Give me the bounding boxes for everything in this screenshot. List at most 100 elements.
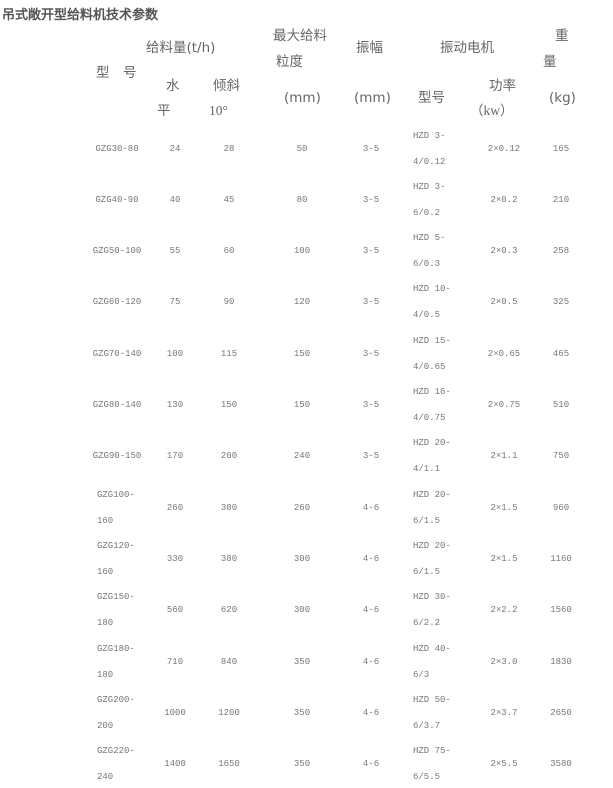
cell-amp: 4-6 <box>362 605 380 616</box>
header-motor-power: 功率 <box>489 78 516 94</box>
cell-i: 90 <box>223 297 235 308</box>
table-row: GZG200-200 1000 1200 350 4-6 HZD 50-6/3.7 2×3.… <box>0 687 613 738</box>
cell-motor: HZD 10-4/0.5 <box>413 284 451 321</box>
cell-power: 2×3.7 <box>490 707 518 718</box>
cell-h: 40 <box>169 194 181 205</box>
table-row: GZG220-240 1400 1650 350 4-6 HZD 75-6/5.5 2×5.… <box>0 739 613 788</box>
header-motor: 振动电机 <box>440 40 494 56</box>
table-row: GZG150-180 560 620 300 4-6 HZD 30-6/2.2 2×2.2 1… <box>0 585 613 636</box>
cell-motor: HZD 20-6/1.5 <box>413 540 451 577</box>
table-row: GZG30-80 24 28 50 3-5 HZD 3-4/0.12 2×0.12 165 <box>0 123 613 174</box>
cell-size: 120 <box>293 297 311 308</box>
cell-weight: 165 <box>552 143 570 154</box>
cell-model: GZG180-180 <box>97 643 135 680</box>
cell-size: 260 <box>293 502 311 513</box>
cell-weight: 1560 <box>550 605 572 616</box>
cell-size: 150 <box>293 348 311 359</box>
cell-weight: 1830 <box>550 656 572 667</box>
cell-power: 2×1.5 <box>490 553 518 564</box>
cell-model: GZG50-100 <box>92 246 142 257</box>
table-row: GZG90-150 170 200 240 3-5 HZD 20-4/1.1 2×1.1 75… <box>0 431 613 482</box>
cell-i: 28 <box>223 143 235 154</box>
cell-h: 100 <box>166 348 184 359</box>
header-horizontal-1: 水 <box>166 78 180 94</box>
header-motor-model: 型号 <box>418 90 445 106</box>
header-amplitude: 振幅 <box>356 40 383 56</box>
cell-weight: 510 <box>552 400 570 410</box>
table-row: GZG100-160 260 300 260 4-6 HZD 20-6/1.5 2×1.5 9… <box>0 482 613 533</box>
cell-motor: HZD 16-4/0.75 <box>413 387 451 423</box>
cell-amp: 3-5 <box>362 246 380 257</box>
cell-power: 2×0.75 <box>487 400 521 410</box>
cell-model: GZG90-150 <box>92 451 142 462</box>
header-amplitude-unit: (mm) <box>354 90 391 106</box>
cell-h: 24 <box>169 143 181 154</box>
header-max-size-unit: (mm) <box>284 90 321 106</box>
cell-weight: 258 <box>552 246 570 257</box>
cell-h: 710 <box>166 656 184 667</box>
cell-motor: HZD 30-6/2.2 <box>413 592 451 629</box>
cell-motor: HZD 3-4/0.12 <box>413 130 446 167</box>
cell-size: 80 <box>296 194 308 205</box>
cell-size: 350 <box>293 759 311 770</box>
cell-model: GZG200-200 <box>97 694 135 731</box>
cell-motor: HZD 5-6/0.3 <box>413 233 446 270</box>
cell-h: 1400 <box>164 759 186 770</box>
cell-amp: 3-5 <box>362 143 380 154</box>
cell-weight: 2650 <box>550 707 572 718</box>
cell-weight: 750 <box>552 451 570 462</box>
cell-h: 75 <box>169 297 181 308</box>
cell-model: GZG40-90 <box>95 194 139 205</box>
cell-size: 50 <box>296 143 308 154</box>
table-row: GZG70-140 100 115 150 3-5 HZD 15-4/0.65 2×0.65… <box>0 328 613 379</box>
cell-model: GZG30-80 <box>95 143 139 154</box>
cell-size: 350 <box>293 707 311 718</box>
cell-model: GZG120-160 <box>97 540 135 577</box>
cell-size: 300 <box>293 553 311 564</box>
cell-power: 2×0.12 <box>487 143 521 154</box>
cell-model: GZG70-140 <box>92 348 142 359</box>
cell-i: 840 <box>220 656 238 667</box>
cell-i: 115 <box>220 348 238 359</box>
cell-model: GZG100-160 <box>97 489 135 526</box>
cell-amp: 3-5 <box>362 194 380 205</box>
cell-size: 240 <box>293 451 311 462</box>
cell-amp: 3-5 <box>362 348 380 359</box>
cell-i: 150 <box>220 400 238 410</box>
cell-weight: 960 <box>552 502 570 513</box>
cell-power: 2×1.1 <box>490 451 518 462</box>
header-feed-capacity: 给料量(t/h) <box>146 40 216 56</box>
header-max-size-2: 粒度 <box>276 54 303 70</box>
table-row: GZG50-100 55 60 100 3-5 HZD 5-6/0.3 2×0.3 258 <box>0 226 613 277</box>
header-motor-power-unit: （kw） <box>470 103 514 118</box>
cell-power: 2×0.2 <box>490 194 518 205</box>
cell-motor: HZD 20-6/1.5 <box>413 489 451 526</box>
cell-power: 2×0.3 <box>490 246 518 257</box>
table-row: GZG180-180 710 840 350 4-6 HZD 40-6/3 2×3.0 183… <box>0 636 613 687</box>
cell-h: 560 <box>166 605 184 616</box>
header-weight-1: 重 <box>555 28 569 44</box>
cell-i: 60 <box>223 246 235 257</box>
cell-model: GZG150-180 <box>97 592 135 629</box>
cell-weight: 465 <box>552 348 570 359</box>
header-inclined: 倾斜 <box>213 78 240 94</box>
cell-h: 330 <box>166 553 184 564</box>
cell-i: 1650 <box>218 759 240 770</box>
cell-i: 620 <box>220 605 238 616</box>
cell-weight: 3580 <box>550 759 572 770</box>
header-inclined-angle: 10° <box>209 103 228 118</box>
cell-h: 170 <box>166 451 184 462</box>
cell-power: 2×3.0 <box>490 656 518 667</box>
cell-i: 300 <box>220 502 238 513</box>
cell-size: 350 <box>293 656 311 667</box>
cell-amp: 4-6 <box>362 502 380 513</box>
cell-h: 260 <box>166 502 184 513</box>
table-row: GZG40-90 40 45 80 3-5 HZD 3-6/0.2 2×0.2 210 <box>0 174 613 225</box>
cell-size: 150 <box>293 400 311 410</box>
cell-power: 2×2.2 <box>490 605 518 616</box>
page-title: 吊式敞开型给料机技术参数 <box>2 8 159 23</box>
cell-power: 2×5.5 <box>490 759 518 770</box>
header-max-size-1: 最大给料 <box>273 28 327 44</box>
cell-weight: 325 <box>552 297 570 308</box>
